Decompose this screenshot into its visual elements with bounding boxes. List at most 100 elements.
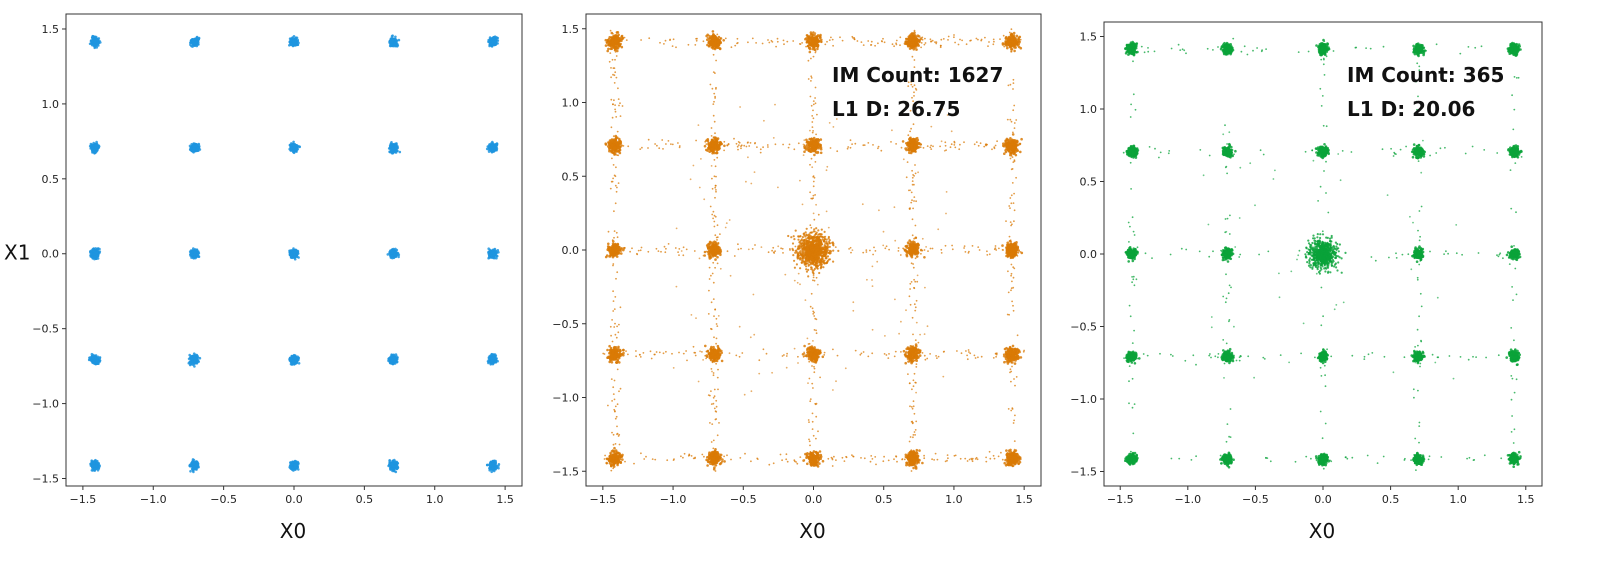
scatter-point [93, 256, 96, 260]
y-tick-label: 0.0 [42, 248, 60, 261]
scatter-point [193, 42, 197, 45]
scatter-point [192, 249, 196, 252]
scatter-point [98, 464, 101, 467]
scatter-point [394, 35, 397, 39]
scatter-point [606, 38, 609, 42]
scatter-point [723, 460, 726, 463]
scatter-point [620, 353, 624, 356]
scatter-point [395, 142, 398, 145]
scatter-point [389, 355, 393, 358]
scatter-point [94, 146, 97, 149]
scatter-point [490, 254, 493, 257]
x-tick-label: 0.0 [285, 493, 303, 506]
scatter-point [96, 41, 99, 45]
scatter-point [617, 146, 621, 150]
scatter-point [198, 356, 202, 360]
scatter-point [95, 148, 99, 152]
scatter-point [192, 470, 195, 474]
scatter-point [488, 467, 491, 470]
scatter-point [295, 148, 299, 152]
scatter-point [714, 453, 718, 457]
scatter-point [608, 344, 611, 348]
scatter-point [606, 348, 609, 352]
scatter-point [394, 146, 398, 150]
scatter-point [392, 43, 396, 46]
scatter-point [489, 40, 493, 43]
scatter-point [608, 149, 611, 153]
scatter-point [194, 463, 198, 467]
scatter-point [616, 136, 619, 139]
scatter-point [705, 458, 708, 462]
scatter-point [197, 143, 200, 147]
scatter-point [94, 35, 98, 39]
scatter-point [609, 455, 613, 459]
scatter-point [96, 254, 99, 258]
scatter-point [195, 148, 198, 152]
scatter-points [87, 34, 501, 474]
scatter-point [93, 354, 96, 358]
scatter-point [491, 462, 495, 465]
scatter-point [290, 466, 294, 469]
scatter-point [713, 466, 716, 469]
scatter-point [486, 360, 490, 363]
scatter-point [191, 40, 194, 43]
scatter-point [93, 251, 97, 254]
y-tick-label: −0.5 [32, 323, 59, 336]
scatter-point [494, 144, 497, 148]
scatter-point [487, 40, 490, 44]
scatter-point [613, 48, 617, 52]
scatter-point [492, 36, 496, 40]
scatter-point [388, 44, 392, 48]
scatter-point [395, 467, 399, 470]
scatter-point [292, 42, 295, 45]
scatter-point [90, 43, 94, 47]
scatter-point [487, 247, 491, 250]
scatter-point [189, 360, 192, 363]
scatter-point [192, 256, 196, 259]
scatter-point [713, 460, 717, 464]
scatter-point [713, 450, 717, 454]
scatter-point [710, 453, 713, 457]
scatter-point [90, 359, 93, 363]
scatter-point [620, 45, 624, 49]
scatter-point [192, 352, 196, 356]
scatter-point [293, 39, 297, 43]
scatter-point [196, 146, 200, 149]
scatter-point [292, 359, 295, 363]
scatter-point [193, 465, 196, 469]
scatter-point [611, 255, 615, 259]
scatter-point [490, 145, 493, 149]
scatter-point [195, 36, 199, 39]
scatter-point [615, 348, 618, 352]
scatter-point [721, 458, 724, 461]
scatter-point [494, 466, 498, 470]
scatter-point [294, 355, 297, 359]
scatter-point [189, 356, 192, 359]
scatter-panel-1: −1.5 −1.0 −0.5 0.0 0.5 1.0 1.5−1.5−1.0−0.50.00… [4, 13, 523, 543]
scatter-point [288, 465, 292, 469]
scatter-point [195, 356, 199, 359]
x-tick-label: −1.0 [140, 493, 167, 506]
scatter-point [293, 465, 297, 469]
x-tick-label: 1.0 [426, 493, 444, 506]
scatter-point [288, 37, 292, 40]
scatter-point [617, 149, 621, 153]
scatter-point [90, 352, 94, 356]
scatter-point [190, 357, 194, 361]
scatter-point [616, 358, 620, 362]
scatter-point [706, 464, 709, 467]
x-axis-label: X0 [280, 519, 306, 543]
scatter-point [394, 353, 398, 356]
scatter-point [190, 461, 194, 464]
scatter-point [89, 254, 92, 257]
scatter-point [290, 354, 294, 358]
x-tick-label: −0.5 [210, 493, 237, 506]
scatter-point [192, 458, 196, 462]
scatter-point [96, 257, 100, 260]
scatter-point [394, 464, 397, 468]
scatter-point [708, 460, 711, 464]
y-tick-label: 1.5 [42, 23, 60, 36]
scatter-point [191, 45, 194, 48]
scatter-point [619, 140, 622, 143]
scatter-point [395, 39, 399, 42]
